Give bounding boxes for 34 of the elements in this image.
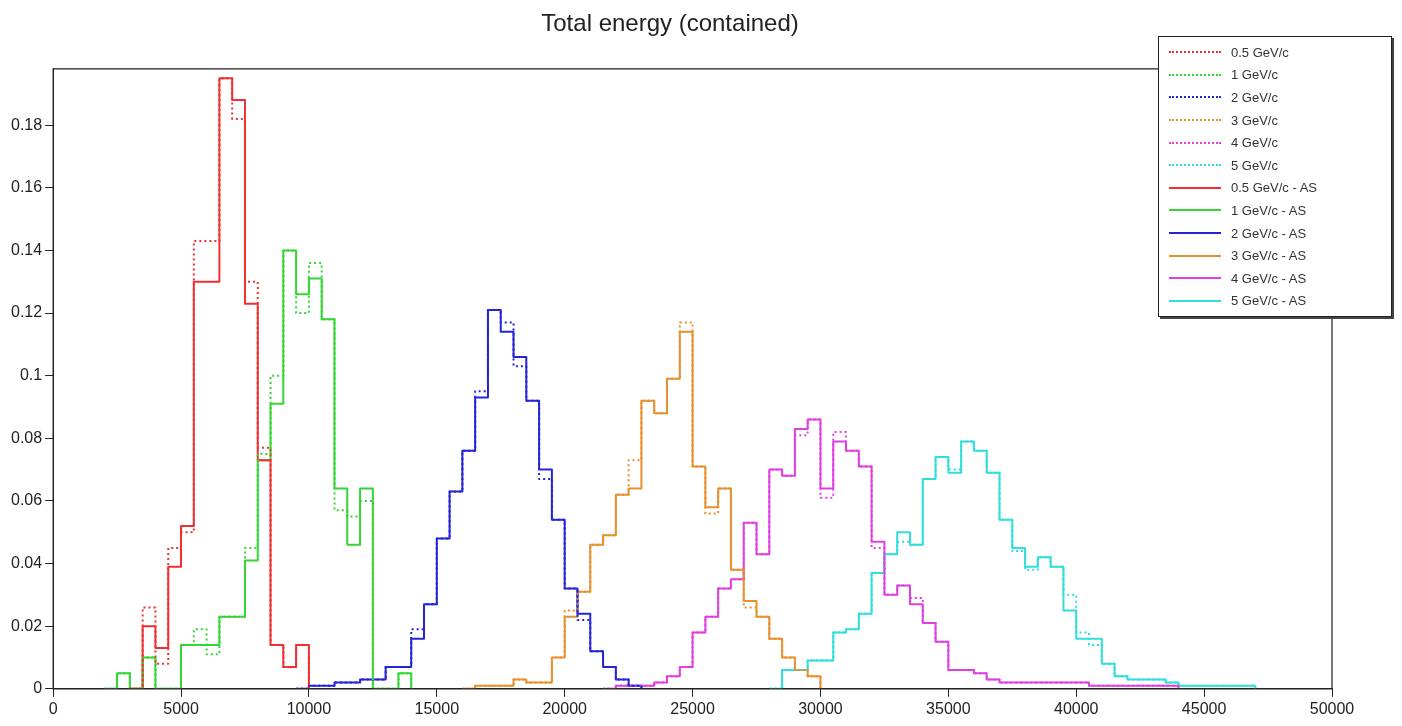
legend-label: 1 GeV/c [1231,67,1278,83]
legend-label: 0.5 GeV/c - AS [1231,180,1317,196]
x-tick-label: 0 [48,699,58,717]
x-tick-label: 35000 [926,699,971,717]
x-tick-label: 25000 [670,699,715,717]
legend-label: 5 GeV/c - AS [1231,293,1307,309]
legend-label: 3 GeV/c [1231,112,1278,128]
y-tick-label: 0.06 [11,491,43,509]
x-tick-label: 45000 [1181,699,1227,717]
legend-label: 4 GeV/c [1231,135,1278,151]
y-tick-label: 0.1 [19,366,43,384]
x-tick-label: 30000 [798,699,843,717]
legend-label: 5 GeV/c [1231,157,1278,173]
x-tick-label: 15000 [414,699,460,717]
legend-label: 4 GeV/c - AS [1231,270,1307,286]
x-tick-label: 20000 [542,699,588,717]
x-tick-label: 10000 [286,699,332,717]
y-tick-label: 0.08 [11,428,43,446]
chart-title: Total energy (contained) [541,9,799,37]
y-tick-label: 0 [33,679,43,697]
legend-label: 1 GeV/c - AS [1231,202,1307,218]
y-tick-label: 0.12 [11,303,43,321]
x-tick-label: 40000 [1053,699,1099,717]
y-tick-label: 0.16 [11,178,43,196]
legend-label: 0.5 GeV/c [1231,44,1289,60]
y-tick-label: 0.04 [11,553,43,571]
x-tick-label: 50000 [1309,699,1355,717]
y-tick-label: 0.18 [11,115,43,133]
legend-label: 3 GeV/c - AS [1231,248,1307,264]
x-tick-label: 5000 [163,699,199,717]
legend-label: 2 GeV/c - AS [1231,225,1307,241]
y-tick-label: 0.14 [11,240,43,258]
y-tick-label: 0.02 [11,616,43,634]
legend-label: 2 GeV/c [1231,89,1278,105]
